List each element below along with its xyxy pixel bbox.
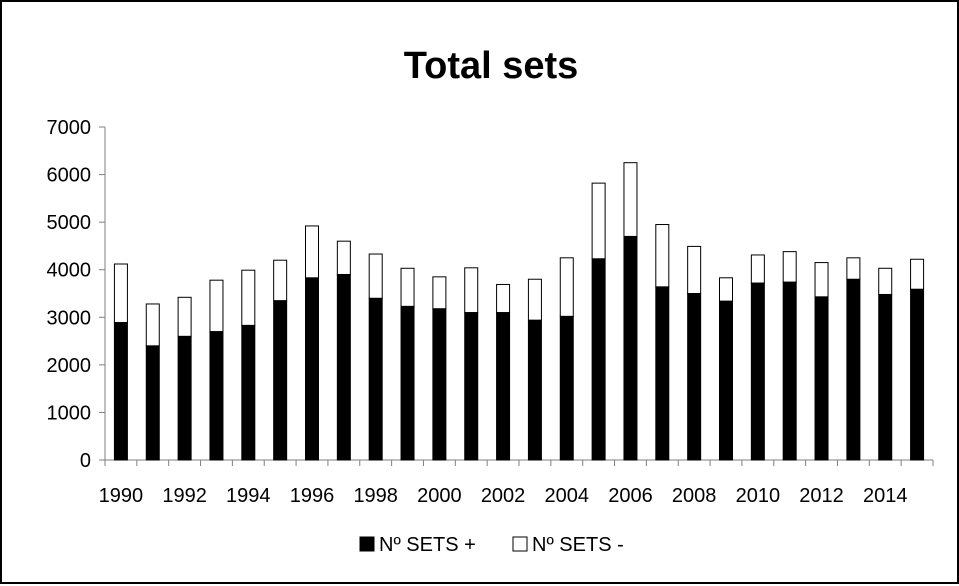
bar-sets-minus-2008 [687,245,702,294]
bar-sets-plus-1992 [177,335,192,461]
bar-sets-minus-1997 [336,240,351,275]
bar-sets-minus-1990 [113,263,128,324]
bar-sets-minus-1994 [241,269,256,326]
x-tick-label: 2006 [608,485,653,507]
x-tick-label: 1992 [162,485,207,507]
bar-sets-plus-2015 [910,288,925,461]
bar-sets-plus-1993 [209,331,224,461]
x-tick-label: 1990 [99,485,144,507]
y-tick-label: 2000 [47,355,92,377]
bar-sets-minus-2006 [623,162,638,237]
y-tick-label: 7000 [47,117,92,139]
bar-sets-plus-2014 [878,293,893,461]
bar-sets-minus-2005 [591,182,606,260]
bar-sets-plus-1996 [305,277,319,461]
bar-sets-plus-2008 [687,293,702,461]
bar-sets-plus-1994 [241,324,256,461]
bar-sets-minus-2014 [878,267,893,295]
bar-sets-minus-2001 [464,267,479,314]
bar-sets-plus-2001 [464,312,479,461]
bar-sets-minus-2013 [846,257,861,280]
bar-sets-minus-2000 [432,276,447,310]
x-tick-label: 2002 [481,485,526,507]
bar-sets-plus-1997 [336,273,351,461]
y-tick-label: 3000 [47,307,92,329]
bar-sets-minus-2004 [559,257,574,317]
bar-sets-plus-2003 [527,319,542,461]
bar-sets-plus-2010 [750,282,765,461]
y-axis: 0 1000 2000 3000 4000 5000 6000 7000 [47,117,106,472]
chart-title: Total sets [404,45,579,87]
bar-sets-minus-1999 [400,267,415,307]
bar-sets-plus-1999 [400,305,415,461]
bar-sets-minus-2009 [719,277,733,302]
y-tick-label: 0 [80,450,91,472]
y-tick-label: 5000 [47,212,92,234]
x-tick-label: 2014 [863,485,908,507]
bar-sets-minus-1992 [177,296,192,337]
x-axis: 1990 1992 1994 1996 1998 2000 2002 2004 2006 2008… [99,459,934,507]
x-tick-label: 1996 [290,485,335,507]
y-tick-label: 4000 [47,260,92,282]
bar-sets-plus-1990 [113,322,128,461]
x-tick-label: 2010 [736,485,781,507]
bar-sets-plus-2009 [719,300,733,461]
bar-sets-minus-2007 [655,224,670,288]
bar-sets-minus-2002 [496,283,511,314]
legend-label-sets-plus: Nº SETS + [379,534,476,556]
bar-sets-plus-1998 [368,297,383,461]
x-tick-label: 2004 [545,485,590,507]
x-tick-label: 2012 [799,485,844,507]
bar-sets-minus-1991 [145,303,160,347]
bar-sets-minus-1995 [273,259,288,302]
bar-sets-plus-1995 [273,300,288,461]
bar-sets-plus-2013 [846,278,861,461]
x-tick-label: 2008 [672,485,717,507]
bar-sets-minus-2003 [527,278,542,321]
bar-sets-plus-2012 [814,296,829,461]
x-tick-label: 1998 [353,485,398,507]
bar-sets-plus-2011 [782,281,797,461]
bar-sets-minus-1998 [368,253,383,299]
bar-sets-minus-1996 [305,225,319,279]
bar-sets-plus-2007 [655,286,670,461]
bar-sets-plus-2004 [559,315,574,461]
bar-sets-minus-1993 [209,279,224,333]
bar-sets-plus-1991 [145,345,160,461]
bar-sets-plus-2006 [623,235,638,461]
bar-sets-plus-2000 [432,308,447,461]
y-tick-label: 1000 [47,402,92,424]
legend-swatch-sets-plus [359,536,375,552]
x-tick-label: 2000 [417,485,462,507]
x-tick-label: 1994 [226,485,271,507]
bar-series-group [113,162,925,461]
bar-sets-minus-2015 [910,258,925,290]
bar-sets-plus-2002 [496,312,511,461]
bar-sets-minus-2012 [814,262,829,298]
bar-sets-plus-2005 [591,258,606,461]
legend: Nº SETS + Nº SETS - [359,534,624,556]
bar-sets-minus-2011 [782,251,797,283]
legend-label-sets-minus: Nº SETS - [532,534,624,556]
legend-swatch-sets-minus [512,536,528,552]
bar-sets-minus-2010 [750,254,765,284]
y-tick-label: 6000 [47,165,92,187]
